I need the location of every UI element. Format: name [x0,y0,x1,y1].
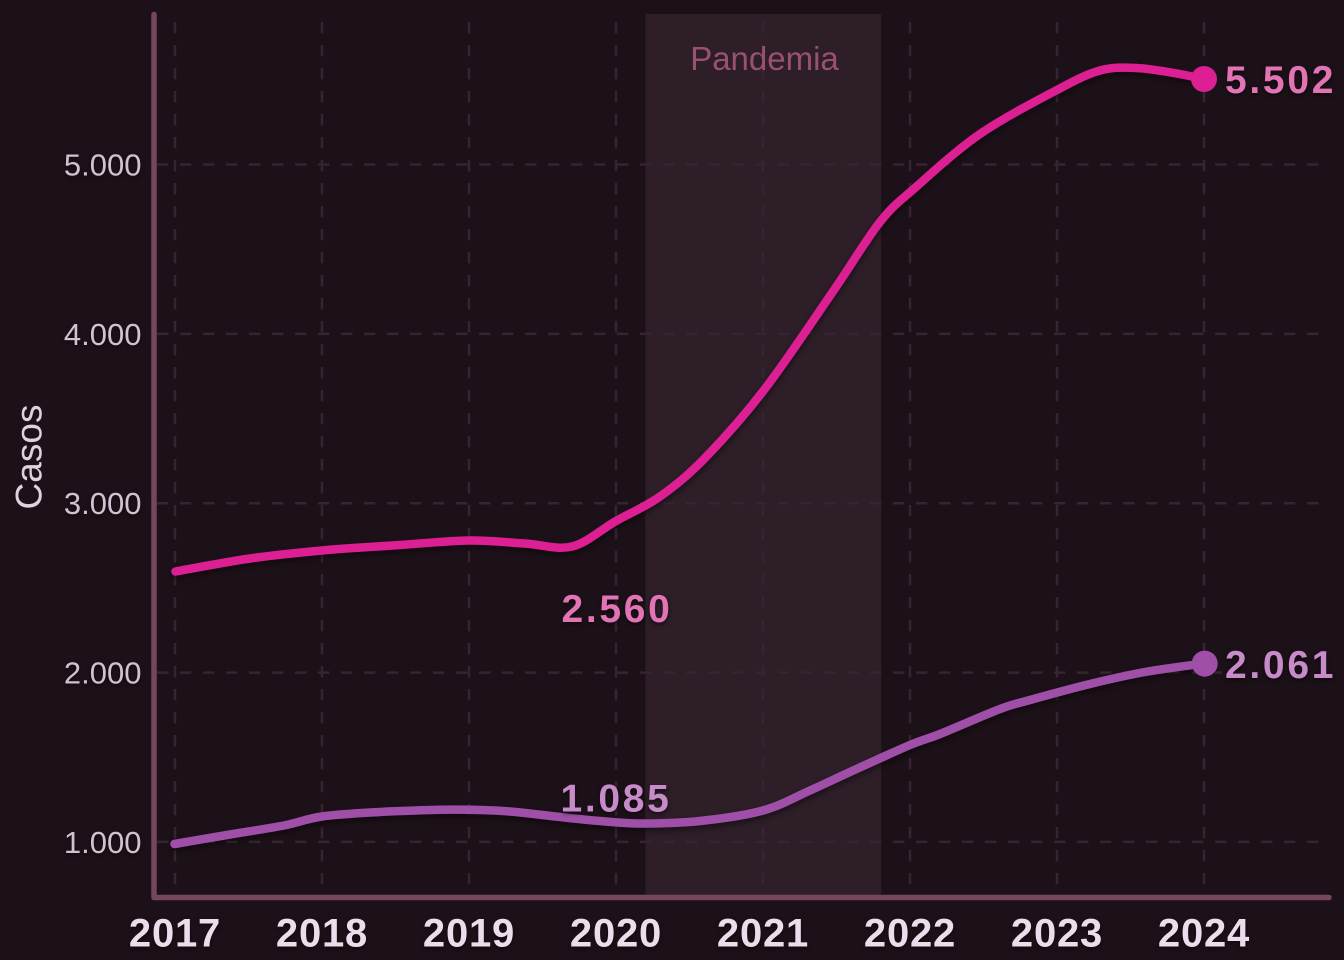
svg-text:Casos: Casos [9,405,50,510]
svg-text:2020: 2020 [570,912,662,956]
svg-text:2018: 2018 [276,912,368,956]
svg-text:1.000: 1.000 [64,825,142,860]
svg-text:2.061: 2.061 [1225,644,1336,687]
svg-text:1.085: 1.085 [560,778,671,821]
svg-text:2.560: 2.560 [561,588,672,631]
svg-text:2022: 2022 [864,912,956,956]
svg-text:Pandemia: Pandemia [690,40,839,77]
svg-text:5.000: 5.000 [64,148,142,183]
svg-text:2019: 2019 [423,912,515,956]
svg-text:2017: 2017 [129,912,221,956]
svg-text:2023: 2023 [1011,912,1103,956]
svg-text:4.000: 4.000 [64,317,142,352]
svg-text:2.000: 2.000 [64,656,142,691]
svg-text:5.502: 5.502 [1225,59,1336,102]
svg-text:3.000: 3.000 [64,486,142,521]
svg-text:2021: 2021 [717,912,809,956]
svg-text:2024: 2024 [1158,912,1250,956]
